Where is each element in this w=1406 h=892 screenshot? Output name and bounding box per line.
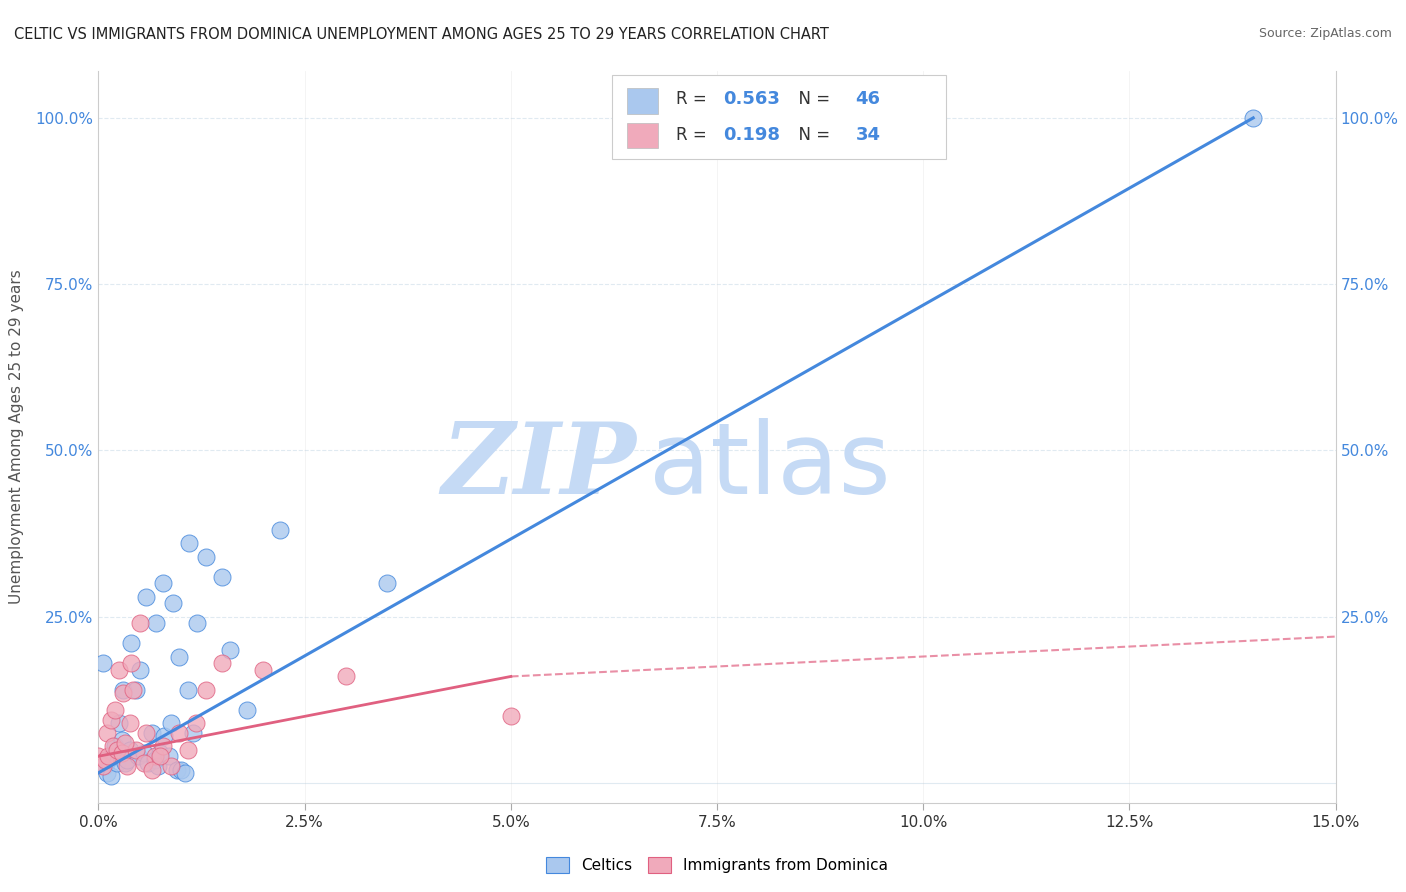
Point (152, 739, 174, 754)
Text: 46: 46 (856, 90, 880, 108)
FancyBboxPatch shape (627, 88, 658, 114)
Point (100, 769, 122, 783)
Point (122, 682, 145, 697)
Point (145, 616, 167, 631)
Point (162, 596, 184, 610)
Point (160, 759, 183, 773)
Point (269, 523, 291, 537)
Point (108, 716, 131, 731)
Point (94, 759, 117, 773)
Point (219, 643, 242, 657)
Point (91, 656, 114, 670)
Point (170, 763, 193, 777)
Point (96, 726, 118, 740)
Point (117, 759, 139, 773)
Text: R =: R = (676, 90, 713, 108)
Point (153, 729, 176, 743)
Point (96, 765, 118, 780)
Point (132, 746, 155, 760)
Point (120, 656, 142, 670)
Point (97, 753, 120, 767)
FancyBboxPatch shape (612, 75, 946, 159)
Text: 0.563: 0.563 (723, 90, 780, 108)
Point (104, 739, 127, 754)
Point (135, 726, 157, 740)
Point (149, 749, 172, 764)
Point (100, 713, 122, 727)
Legend: Celtics, Immigrants from Dominica: Celtics, Immigrants from Dominica (540, 851, 894, 880)
Point (166, 763, 188, 777)
Text: 0.198: 0.198 (723, 126, 780, 144)
Text: ZIP: ZIP (441, 418, 637, 515)
Point (124, 682, 146, 697)
Point (118, 742, 141, 756)
Point (105, 742, 128, 756)
Point (97, 749, 120, 764)
Point (211, 656, 233, 670)
Point (186, 616, 208, 631)
Text: CELTIC VS IMMIGRANTS FROM DOMINICA UNEMPLOYMENT AMONG AGES 25 TO 29 YEARS CORREL: CELTIC VS IMMIGRANTS FROM DOMINICA UNEMP… (14, 27, 830, 42)
Point (120, 636, 142, 650)
Point (174, 765, 197, 780)
Point (194, 549, 217, 564)
Point (132, 756, 155, 770)
Point (105, 756, 128, 770)
Point (127, 749, 149, 764)
Text: N =: N = (787, 126, 835, 144)
Point (143, 749, 166, 764)
Point (104, 703, 127, 717)
Point (176, 682, 198, 697)
Point (103, 739, 125, 754)
Point (160, 716, 183, 731)
Text: Source: ZipAtlas.com: Source: ZipAtlas.com (1258, 27, 1392, 40)
Point (179, 536, 201, 550)
Text: 34: 34 (856, 126, 880, 144)
Point (499, 709, 522, 723)
Point (108, 663, 131, 677)
Point (94, 753, 117, 767)
Point (103, 749, 125, 764)
Point (375, 576, 398, 591)
Point (335, 669, 357, 683)
Point (167, 649, 190, 664)
Point (194, 682, 217, 697)
Point (117, 753, 139, 767)
Point (141, 726, 163, 740)
Point (124, 742, 146, 756)
Point (236, 703, 259, 717)
Point (167, 726, 190, 740)
Point (110, 732, 132, 747)
Point (252, 663, 274, 677)
Point (141, 763, 163, 777)
FancyBboxPatch shape (627, 122, 658, 148)
Point (176, 742, 198, 756)
Point (149, 746, 172, 760)
Point (136, 756, 159, 770)
Point (152, 576, 174, 591)
Point (112, 682, 135, 697)
Point (157, 749, 180, 764)
Point (87, 749, 110, 764)
Point (128, 663, 150, 677)
Point (128, 616, 150, 631)
Point (135, 590, 157, 604)
Point (181, 726, 204, 740)
Point (114, 756, 136, 770)
Text: atlas: atlas (650, 417, 890, 515)
Point (91, 759, 114, 773)
Point (110, 746, 132, 760)
Text: N =: N = (787, 90, 835, 108)
Point (143, 753, 166, 767)
Point (211, 570, 233, 584)
Point (114, 736, 136, 750)
Point (184, 716, 207, 731)
Text: R =: R = (676, 126, 713, 144)
Point (118, 716, 141, 731)
Point (112, 686, 135, 700)
Point (1241, 111, 1264, 125)
Y-axis label: Unemployment Among Ages 25 to 29 years: Unemployment Among Ages 25 to 29 years (10, 269, 24, 605)
Point (146, 759, 169, 773)
